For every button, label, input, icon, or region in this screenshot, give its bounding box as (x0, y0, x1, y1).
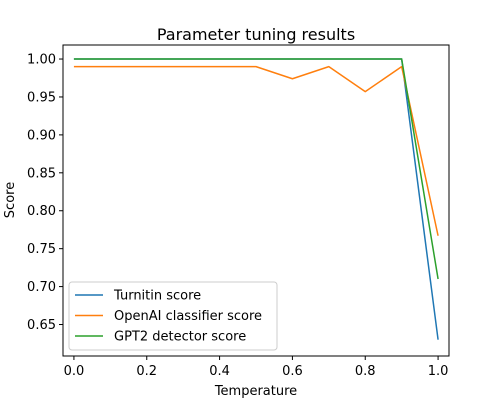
legend-box (68, 281, 278, 351)
x-tick-label: 0.0 (64, 364, 85, 379)
legend-label-1: Turnitin score (113, 289, 201, 304)
y-tick-label: 1.00 (27, 53, 56, 68)
series-layer (73, 58, 439, 340)
x-axis-title: Temperature (214, 384, 297, 399)
y-tick-label: 0.70 (27, 280, 56, 295)
chart-title: Parameter tuning results (157, 25, 355, 44)
y-axis-title: Score (3, 182, 18, 218)
series-line-2 (73, 65, 439, 236)
legend-label-3: GPT2 detector score (114, 330, 246, 345)
y-tick-label: 0.95 (27, 90, 56, 105)
x-tick-label: 0.8 (355, 364, 376, 379)
x-tick-label: 0.4 (209, 364, 230, 379)
x-tick-label: 1.0 (428, 364, 449, 379)
x-axis-ticks: 0.0 0.2 0.4 0.6 0.8 1.0 (64, 356, 449, 379)
y-tick-label: 0.90 (27, 128, 56, 143)
legend: Turnitin score OpenAI classifier score GPT… (68, 281, 278, 351)
legend-label-2: OpenAI classifier score (114, 309, 262, 324)
x-tick-label: 0.6 (282, 364, 303, 379)
y-tick-label: 0.80 (27, 204, 56, 219)
y-axis-ticks: 0.65 0.70 0.75 0.80 0.85 0.90 0.95 1.00 (27, 53, 63, 333)
plot-frame (62, 44, 450, 357)
y-tick-label: 0.65 (27, 318, 56, 333)
series-line-3 (73, 58, 439, 280)
x-tick-label: 0.2 (136, 364, 157, 379)
y-tick-label: 0.85 (27, 166, 56, 181)
y-tick-label: 0.75 (27, 242, 56, 257)
